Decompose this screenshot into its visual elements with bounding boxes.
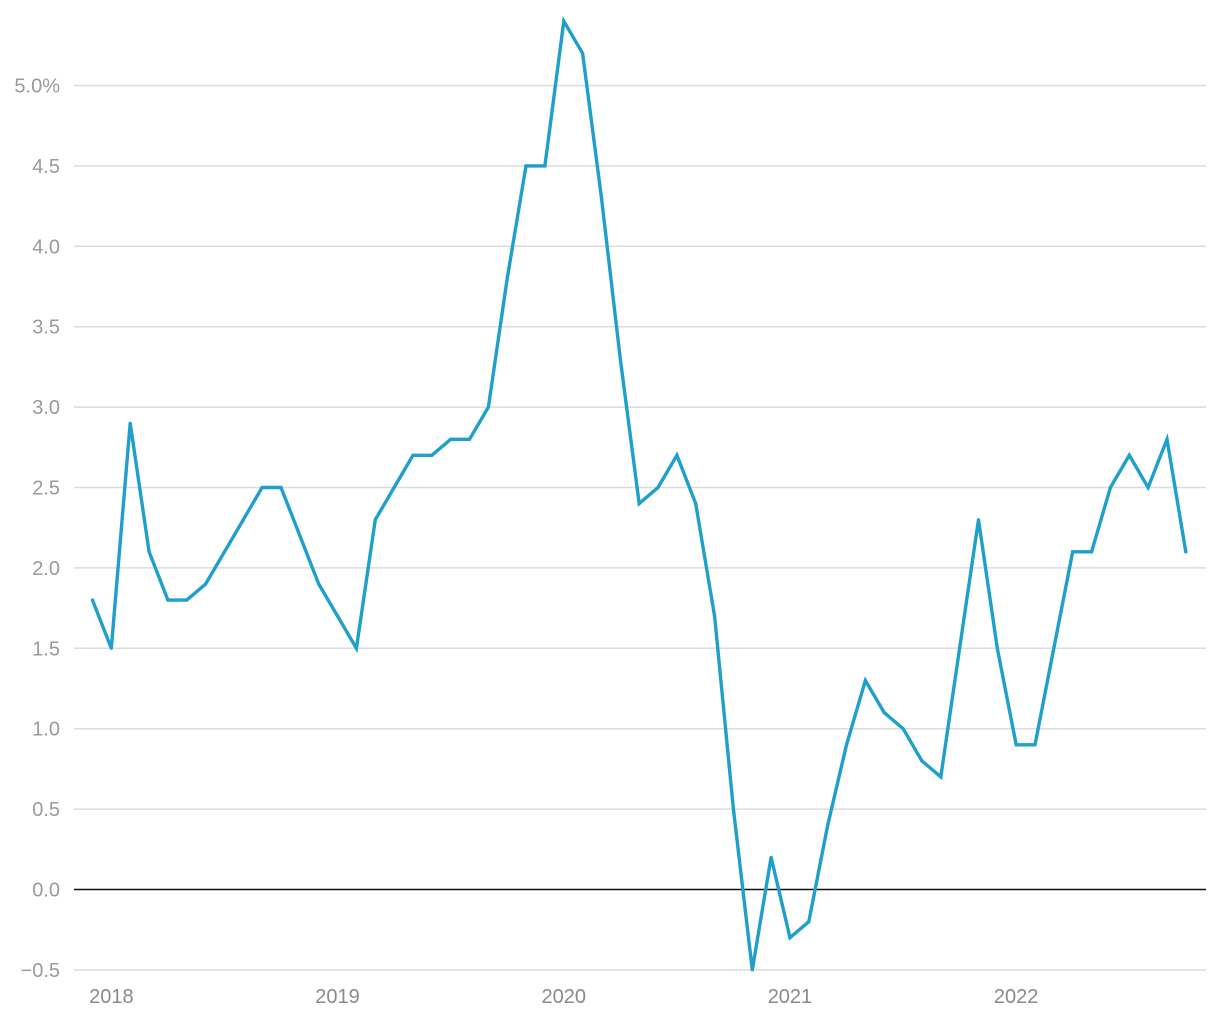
y-tick-label: 1.0: [32, 719, 60, 741]
y-tick-label: 3.5: [32, 317, 60, 339]
y-tick-label: 4.5: [32, 156, 60, 178]
y-tick-label: 0.0: [32, 880, 60, 902]
data-point: [279, 485, 283, 490]
x-tick-label: 2019: [315, 986, 360, 1008]
data-point: [788, 936, 792, 940]
data-point: [260, 485, 264, 490]
data-point: [166, 598, 170, 602]
data-point: [1127, 453, 1131, 457]
series-layer: [90, 16, 1188, 972]
data-point: [675, 453, 679, 457]
y-axis-tick-labels: 5.0% 4.5 4.0 3.5 3.0 2.5 2.0 1.5 1.0 0.5 0.0 −0.5: [14, 76, 60, 982]
x-tick-label: 2021: [768, 986, 813, 1008]
x-axis-tick-labels: 2018 2019 2020 2021 2022: [89, 986, 1038, 1008]
data-point: [656, 485, 660, 490]
data-point: [1108, 485, 1112, 490]
data-point: [694, 502, 698, 506]
y-tick-label: 4.0: [32, 236, 60, 258]
y-tick-label: 1.5: [32, 638, 60, 660]
data-point: [411, 453, 415, 457]
data-point: [241, 518, 245, 522]
data-point: [1052, 646, 1056, 650]
data-point: [976, 518, 981, 522]
data-point: [1090, 550, 1094, 554]
data-point: [354, 646, 358, 650]
data-point: [1014, 743, 1018, 747]
y-tick-label: 2.0: [32, 558, 60, 580]
data-point: [467, 437, 472, 441]
data-point: [599, 196, 604, 200]
data-point: [920, 759, 924, 763]
data-point: [486, 405, 490, 409]
y-tick-label: 2.5: [32, 478, 60, 500]
data-point: [317, 582, 321, 586]
y-tick-label: 5.0%: [14, 76, 60, 98]
series-line: [90, 16, 1188, 971]
data-point: [185, 598, 189, 602]
data-point: [958, 646, 962, 650]
data-point: [750, 968, 754, 972]
data-point: [844, 743, 849, 747]
data-point: [731, 807, 736, 811]
data-point: [392, 485, 396, 490]
data-point: [769, 855, 773, 859]
data-point: [147, 550, 151, 554]
data-point: [618, 357, 622, 361]
x-tick-label: 2020: [542, 986, 587, 1008]
data-point: [939, 775, 943, 779]
x-tick-label: 2022: [994, 986, 1039, 1008]
data-point: [543, 164, 547, 168]
data-point: [90, 598, 95, 602]
data-point: [1071, 550, 1075, 554]
data-point: [204, 582, 208, 586]
data-point: [882, 711, 886, 715]
data-point: [298, 534, 302, 538]
data-point: [562, 19, 566, 23]
data-point: [505, 276, 509, 281]
y-tick-label: 0.5: [32, 799, 60, 821]
data-point: [637, 502, 641, 506]
data-point: [1146, 485, 1150, 490]
y-tick-label: 3.0: [32, 397, 60, 419]
data-point: [901, 727, 905, 731]
data-point: [524, 164, 528, 168]
data-point: [109, 646, 113, 650]
data-point: [128, 421, 132, 425]
data-point: [336, 614, 340, 618]
data-point: [826, 823, 830, 827]
data-point: [807, 920, 811, 924]
data-point: [449, 437, 453, 441]
gridlines: [74, 84, 1206, 971]
data-point: [222, 550, 227, 554]
data-point: [1184, 550, 1188, 554]
data-point: [713, 614, 717, 618]
data-point: [581, 51, 585, 55]
data-point: [1033, 743, 1037, 747]
data-point: [430, 453, 434, 457]
data-point: [1165, 437, 1169, 441]
data-point: [995, 646, 999, 650]
x-tick-label: 2018: [89, 986, 134, 1008]
y-tick-label: −0.5: [21, 960, 60, 982]
data-point: [863, 678, 868, 683]
data-point: [373, 518, 377, 522]
